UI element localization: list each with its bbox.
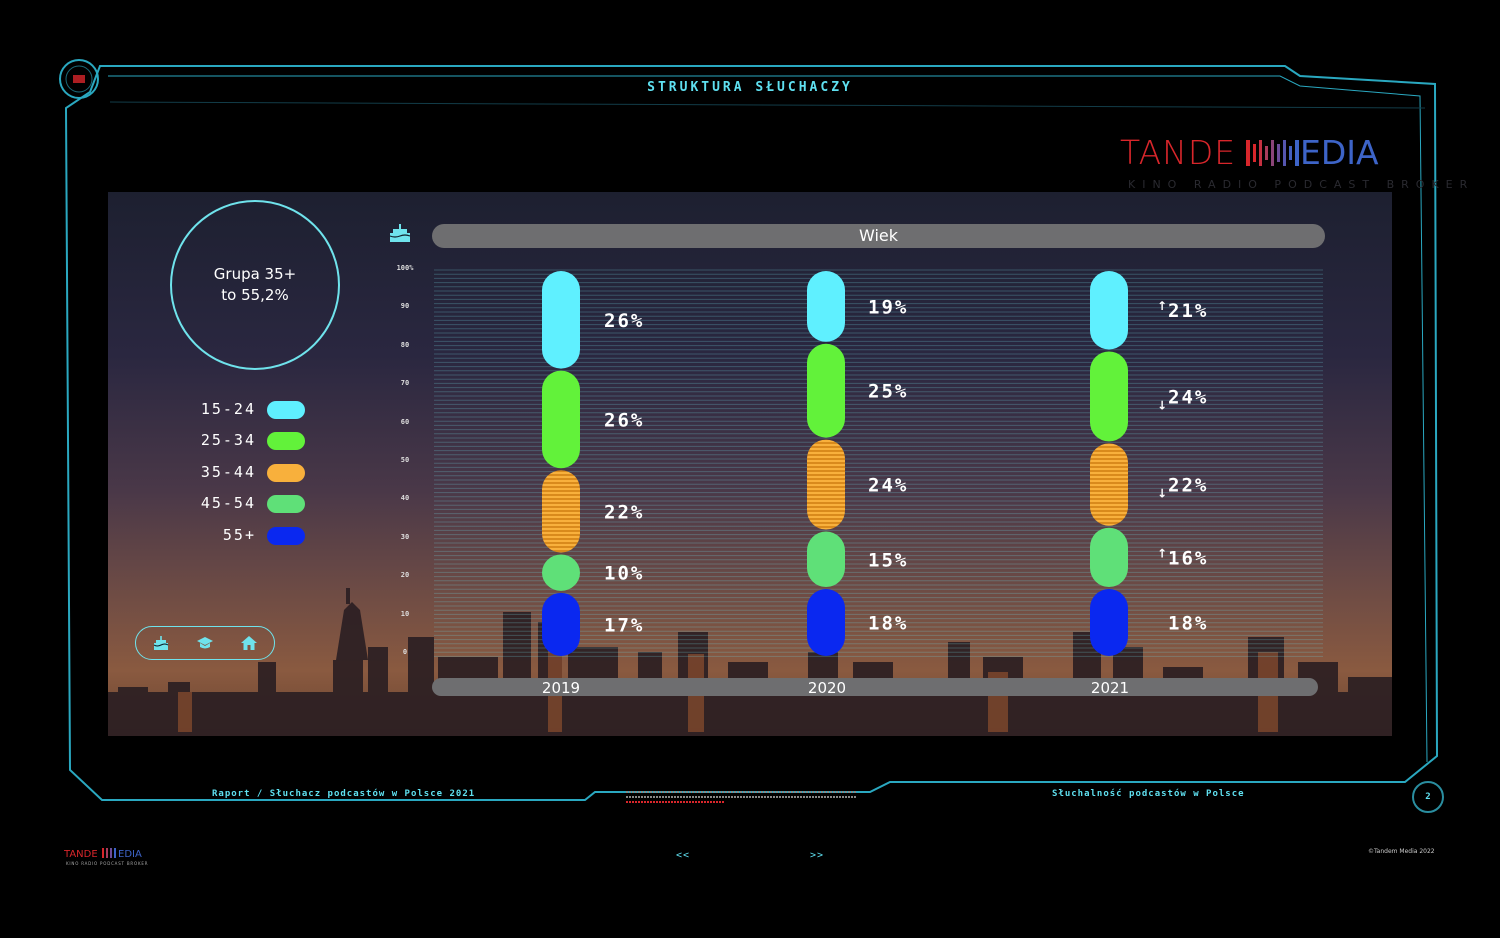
ytick-70: 70 — [400, 379, 410, 387]
ytick-80: 80 — [400, 341, 410, 349]
bar-2020-45-54 — [807, 531, 845, 588]
data-label-2019-15-24: 26% — [604, 310, 644, 332]
bar-2019-25-34 — [542, 370, 580, 469]
bar-2019-55+ — [542, 592, 580, 656]
summary-circle: Grupa 35+ to 55,2% — [170, 200, 340, 370]
bar-2020-55+ — [807, 589, 845, 656]
data-label-2019-45-54: 10% — [604, 563, 644, 585]
ytick-20: 20 — [400, 571, 410, 579]
bar-2021-55+ — [1090, 589, 1128, 656]
bar-2021-15-24 — [1090, 271, 1128, 350]
arrow-up-icon: ↑ — [1157, 546, 1167, 560]
arrow-up-icon: ↑ — [1157, 299, 1167, 313]
graduation-cap-icon[interactable] — [196, 634, 214, 652]
legend-swatch-15-24 — [267, 401, 305, 419]
data-label-2019-25-34: 26% — [604, 409, 644, 431]
legend-label-35-44: 35-44 — [200, 463, 256, 481]
legend-label-45-54: 45-54 — [200, 494, 256, 512]
svg-text:EDIA: EDIA — [118, 849, 142, 860]
ytick-50: 50 — [400, 456, 410, 464]
ytick-40: 40 — [400, 494, 410, 502]
ytick-30: 30 — [400, 533, 410, 541]
legend-swatch-55plus — [267, 527, 305, 545]
city-skyline-image — [108, 588, 1392, 736]
bar-2021-45-54 — [1090, 527, 1128, 588]
ytick-0: 0 — [402, 648, 408, 656]
bar-2020-25-34 — [807, 343, 845, 438]
footer-section-link[interactable]: Słuchalność podcastów w Polsce — [1052, 789, 1245, 799]
bar-2019-35-44 — [542, 470, 580, 553]
data-label-2020-35-44: 24% — [868, 475, 908, 497]
svg-text:KINO RADIO PODCAST BROKER: KINO RADIO PODCAST BROKER — [66, 861, 148, 866]
data-label-2019-55+: 17% — [604, 614, 644, 636]
legend-swatch-45-54 — [267, 495, 305, 513]
legend-label-55plus: 55+ — [222, 526, 256, 544]
data-label-2020-25-34: 25% — [868, 381, 908, 403]
data-label-2021-15-24: 21% — [1168, 300, 1208, 322]
category-switcher — [135, 626, 275, 660]
data-label-2019-35-44: 22% — [604, 501, 644, 523]
bar-2020-15-24 — [807, 271, 845, 342]
ytick-10: 10 — [400, 610, 410, 618]
ytick-100: 100% — [396, 264, 414, 272]
summary-line2: to 55,2% — [221, 286, 289, 304]
data-label-2020-15-24: 19% — [868, 296, 908, 318]
legend-label-25-34: 25-34 — [200, 431, 256, 449]
legend-label-15-24: 15-24 — [200, 400, 256, 418]
data-label-2021-35-44: 22% — [1168, 475, 1208, 497]
legend-swatch-35-44 — [267, 464, 305, 482]
legend-swatch-25-34 — [267, 432, 305, 450]
bar-2020-35-44 — [807, 439, 845, 530]
data-label-2021-25-34: 24% — [1168, 386, 1208, 408]
data-label-2020-45-54: 15% — [868, 549, 908, 571]
cake-icon[interactable] — [152, 634, 170, 652]
bar-2021-35-44 — [1090, 443, 1128, 526]
data-label-2020-55+: 18% — [868, 613, 908, 635]
bar-2021-25-34 — [1090, 351, 1128, 442]
copyright: ©Tandem Media 2022 — [1368, 848, 1435, 855]
svg-text:TANDE: TANDE — [64, 849, 98, 860]
data-label-2021-55+: 18% — [1168, 613, 1208, 635]
prev-button[interactable]: << — [676, 850, 691, 861]
arrow-down-icon: ↓ — [1157, 487, 1167, 501]
next-button[interactable]: >> — [810, 850, 825, 861]
cake-icon — [389, 224, 411, 242]
tandem-media-logo: TANDE EDIA KINO RADIO PODCAST BROKER — [1120, 133, 1475, 192]
ytick-60: 60 — [400, 418, 410, 426]
page-number: 2 — [1412, 781, 1444, 813]
bar-2019-45-54 — [542, 554, 580, 591]
arrow-down-icon: ↓ — [1157, 398, 1167, 412]
chart-title-bar: Wiek — [432, 224, 1325, 248]
summary-line1: Grupa 35+ — [213, 265, 297, 283]
footer-report-link[interactable]: Raport / Słuchacz podcastów w Polsce 202… — [212, 789, 476, 799]
ytick-90: 90 — [400, 302, 410, 310]
x-label-2019: 2019 — [541, 679, 581, 697]
logo-bars-icon — [1246, 140, 1299, 166]
x-axis-bar — [432, 678, 1318, 696]
bar-2019-15-24 — [542, 271, 580, 369]
data-label-2021-45-54: 16% — [1168, 547, 1208, 569]
tandem-media-small-logo: TANDE EDIA KINO RADIO PODCAST BROKER — [64, 848, 148, 866]
x-label-2020: 2020 — [807, 679, 847, 697]
home-icon[interactable] — [240, 634, 258, 652]
page-title: STRUKTURA SŁUCHACZY — [647, 80, 853, 95]
x-label-2021: 2021 — [1090, 679, 1130, 697]
